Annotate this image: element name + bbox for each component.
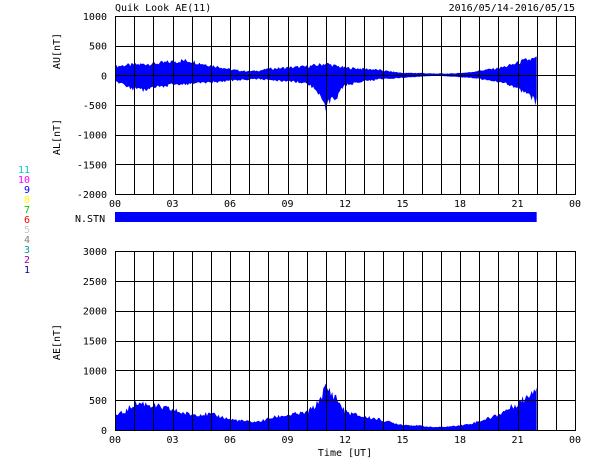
x-tick-label: 15 <box>396 199 408 210</box>
y-tick-label: 1000 <box>83 366 107 377</box>
x-tick-label: 06 <box>224 435 236 446</box>
x-tick-label: 18 <box>454 199 466 210</box>
nstn-bar <box>115 212 537 222</box>
y-tick-label: -500 <box>83 101 107 112</box>
y-tick-label: 1500 <box>83 337 107 348</box>
legend-entry: 5 <box>24 225 30 236</box>
au-axis-label: AU[nT] <box>52 33 63 69</box>
legend-entry: 10 <box>18 175 30 186</box>
legend-entry: 1 <box>24 265 30 276</box>
legend-entry: 8 <box>24 195 30 206</box>
x-tick-label: 03 <box>166 435 178 446</box>
legend-entry: 9 <box>24 185 30 196</box>
y-tick-label: 0 <box>101 426 107 437</box>
x-tick-label: 15 <box>396 435 408 446</box>
plot-frame <box>115 16 576 195</box>
x-tick-label: 09 <box>281 435 293 446</box>
x-tick-label: 12 <box>339 199 351 210</box>
x-tick-label: 18 <box>454 435 466 446</box>
al-axis-label: AL[nT] <box>52 119 63 155</box>
x-tick-label: 03 <box>166 199 178 210</box>
y-tick-label: -2000 <box>77 190 107 201</box>
plot-frame <box>115 251 576 431</box>
chart-title: Quik Look AE(11) <box>115 3 211 14</box>
y-tick-label: 500 <box>89 42 107 53</box>
x-tick-label: 00 <box>569 435 581 446</box>
y-tick-label: -1500 <box>77 160 107 171</box>
x-tick-label: 21 <box>511 435 523 446</box>
legend-entry: 3 <box>24 245 30 256</box>
ae-area <box>115 383 537 430</box>
legend-entry: 2 <box>24 255 30 266</box>
y-tick-label: 0 <box>101 71 107 82</box>
x-tick-label: 00 <box>569 199 581 210</box>
y-tick-label: 2000 <box>83 307 107 318</box>
nstn-label: N.STN <box>75 214 105 225</box>
x-tick-label: 00 <box>109 435 121 446</box>
x-axis-label: Time [UT] <box>318 448 372 459</box>
y-tick-label: 3000 <box>83 247 107 258</box>
x-tick-label: 21 <box>511 199 523 210</box>
y-tick-label: 1000 <box>83 12 107 23</box>
au-al-panel: 1000 500 0 -500 -1000 -1500 -2000 00 03 06 09 12 15… <box>52 12 581 210</box>
y-tick-label: 2500 <box>83 277 107 288</box>
y-tick-label: -1000 <box>77 131 107 142</box>
x-tick-label: 06 <box>224 199 236 210</box>
y-tick-label: 500 <box>89 396 107 407</box>
date-range: 2016/05/14-2016/05/15 <box>449 3 575 14</box>
legend-entry: 7 <box>24 205 30 216</box>
x-tick-label: 00 <box>109 199 121 210</box>
legend-entry: 6 <box>24 215 30 226</box>
x-tick-label: 09 <box>281 199 293 210</box>
au-al-envelope <box>115 56 537 112</box>
ae-panel: 3000 2500 2000 1500 1000 500 0 00 03 06 09 12 15 18 2… <box>52 247 581 459</box>
x-tick-label: 12 <box>339 435 351 446</box>
legend-entry: 11 <box>18 165 30 176</box>
ae-axis-label: AE[nT] <box>52 324 63 360</box>
legend-entry: 4 <box>24 235 30 246</box>
